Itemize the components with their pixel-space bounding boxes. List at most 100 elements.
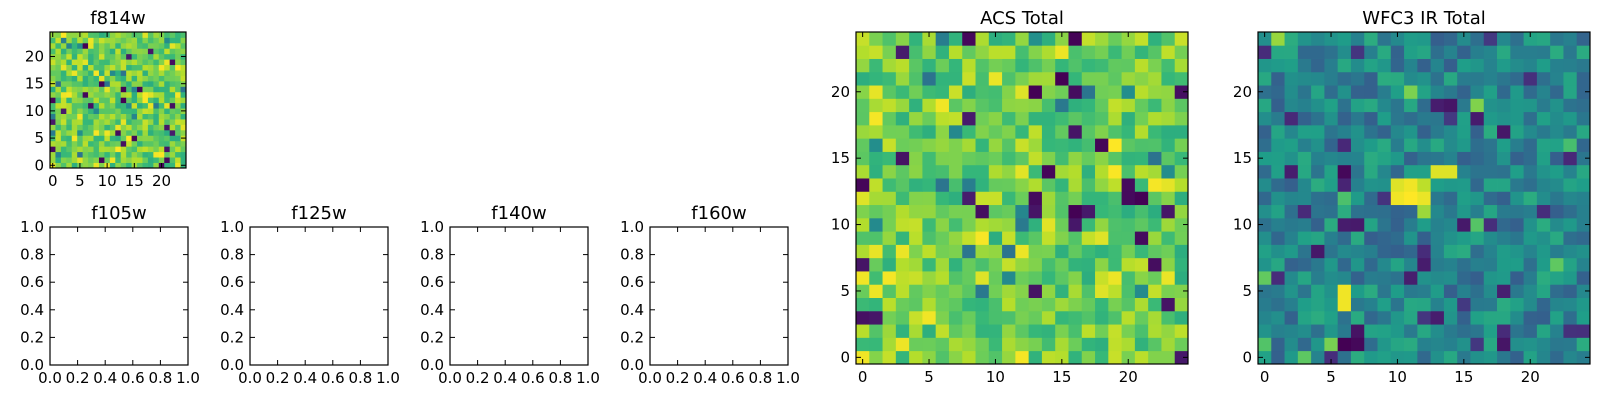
heatmap-cell xyxy=(1148,98,1162,113)
y-tick-label: 0.6 xyxy=(620,273,644,291)
heatmap-cell xyxy=(153,97,160,104)
heatmap-cell xyxy=(169,162,176,169)
heatmap-cell xyxy=(1121,337,1136,352)
heatmap-cell xyxy=(164,64,171,71)
x-tick-label: 5 xyxy=(924,368,934,386)
heatmap-cell xyxy=(88,129,94,136)
heatmap-cell xyxy=(1457,217,1471,232)
heatmap-cell xyxy=(1311,271,1325,285)
heatmap-cell xyxy=(1377,204,1392,219)
y-tick-label: 1.0 xyxy=(220,218,244,236)
heatmap-cell xyxy=(164,102,171,109)
heatmap-cell xyxy=(1311,138,1325,152)
heatmap-cell xyxy=(1510,244,1524,259)
heatmap-cell xyxy=(1015,297,1030,312)
x-tick-label: 0.2 xyxy=(266,369,290,387)
heatmap-cell xyxy=(131,146,138,153)
heatmap-cell xyxy=(1161,85,1176,99)
heatmap-cell xyxy=(1390,310,1405,325)
heatmap-cell xyxy=(142,129,149,136)
heatmap-cell xyxy=(935,284,950,298)
y-tick-label: 10 xyxy=(831,216,850,234)
heatmap-cell xyxy=(1364,217,1378,232)
heatmap-cell xyxy=(1134,58,1149,73)
heatmap-cell xyxy=(1337,337,1352,352)
heatmap-cell xyxy=(1284,138,1299,152)
x-tick-label: 20 xyxy=(1521,368,1540,386)
heatmap-cell xyxy=(55,80,62,87)
tick-group: 0.0 0.2 0.4 0.6 0.8 1.00.00.20.40.60.81.0 xyxy=(220,218,400,387)
heatmap-cell xyxy=(71,108,78,114)
heatmap-cell xyxy=(66,48,73,55)
heatmap-cell xyxy=(1002,191,1016,206)
heatmap-cell xyxy=(1174,124,1189,139)
heatmap-cell xyxy=(1510,32,1524,46)
heatmap-cell xyxy=(1174,58,1189,73)
heatmap-cell xyxy=(1148,138,1162,152)
heatmap-cell xyxy=(169,140,176,147)
heatmap-cell xyxy=(1148,85,1162,99)
heatmap-cell xyxy=(1550,32,1564,46)
heatmap-cell xyxy=(962,324,976,338)
heatmap-cell xyxy=(169,113,176,120)
heatmap-cell xyxy=(137,151,143,158)
heatmap-cell xyxy=(1417,244,1432,259)
heatmap-cell xyxy=(1497,32,1511,46)
heatmap-cell xyxy=(158,135,165,142)
heatmap-cell xyxy=(1271,217,1285,232)
heatmap-cell xyxy=(98,157,105,163)
heatmap-cell xyxy=(1028,85,1043,99)
heatmap-cell xyxy=(1324,32,1339,46)
heatmap-cell xyxy=(948,297,963,312)
heatmap-cell xyxy=(1108,32,1122,46)
heatmap-cell xyxy=(988,164,1003,179)
heatmap-cell xyxy=(869,98,883,113)
heatmap-cell xyxy=(142,64,149,71)
heatmap-cell xyxy=(1443,32,1458,46)
heatmap-cell xyxy=(147,59,154,66)
heatmap-cell xyxy=(1404,164,1418,179)
heatmap-cell xyxy=(1081,191,1096,206)
x-tick-label: 10 xyxy=(986,368,1005,386)
heatmap-cell xyxy=(1041,32,1056,46)
heatmap-cell xyxy=(1258,71,1272,86)
heatmap-cell xyxy=(1174,337,1189,352)
heatmap-cell xyxy=(975,178,990,192)
heatmap-cell xyxy=(1174,32,1189,46)
heatmap-cell xyxy=(1095,178,1109,192)
heatmap-cell xyxy=(153,59,160,66)
heatmap-cell xyxy=(948,284,963,298)
heatmap-cell xyxy=(948,32,963,46)
heatmap-cell xyxy=(1174,271,1189,285)
heatmap-cell xyxy=(126,37,132,44)
heatmap-cell xyxy=(115,135,122,142)
heatmap-cell xyxy=(1536,204,1551,219)
heatmap-cell xyxy=(1271,124,1285,139)
heatmap-cell xyxy=(93,48,100,55)
heatmap-cell xyxy=(126,151,132,158)
heatmap-cell xyxy=(98,140,105,147)
heatmap-cell xyxy=(1430,111,1445,126)
heatmap-cell xyxy=(1284,217,1299,232)
heatmap-cell xyxy=(137,86,143,93)
heatmap-cell xyxy=(50,48,56,55)
heatmap-cell xyxy=(66,97,73,104)
heatmap-cell xyxy=(1161,284,1176,298)
heatmap-cell xyxy=(962,244,976,259)
heatmap-cell xyxy=(66,135,73,142)
heatmap-cell xyxy=(1121,257,1136,272)
x-tick-label: 0.8 xyxy=(348,369,372,387)
heatmap-cell xyxy=(962,71,976,86)
x-tick-label: 0.4 xyxy=(493,369,517,387)
heatmap-cell xyxy=(1258,58,1272,73)
heatmap-cell xyxy=(1095,257,1109,272)
heatmap-cell xyxy=(120,124,127,131)
heatmap-cell xyxy=(922,271,937,285)
heatmap-cell xyxy=(1457,257,1471,272)
heatmap-cell xyxy=(909,284,923,298)
heatmap-cell xyxy=(1377,297,1392,312)
heatmap-cell xyxy=(88,108,94,114)
heatmap-cell xyxy=(1108,85,1122,99)
heatmap-cell xyxy=(1148,178,1162,192)
